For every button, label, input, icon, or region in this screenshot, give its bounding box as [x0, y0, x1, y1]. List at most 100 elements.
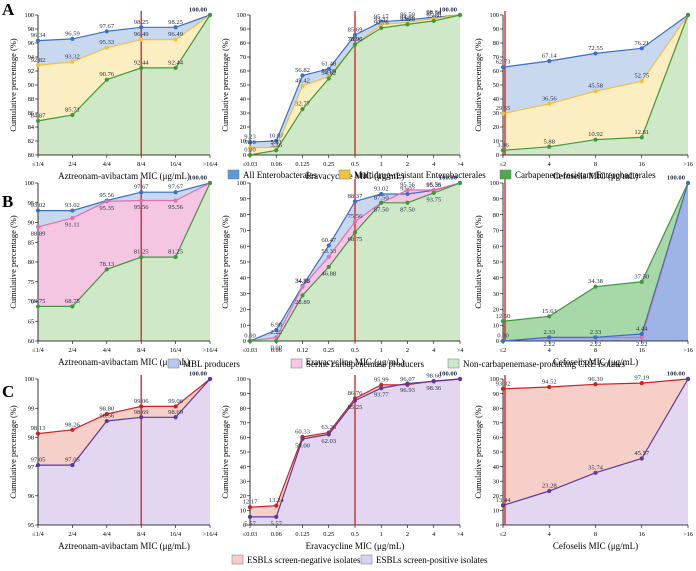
- data-point: [431, 190, 436, 195]
- data-point: [207, 12, 213, 18]
- data-point: [685, 180, 691, 186]
- data-label: 78.96: [348, 36, 364, 43]
- y-tick-label: 40: [240, 96, 246, 103]
- data-point: [379, 200, 384, 205]
- chart-c3: 0 10 20 30 40 50 60 70 80 90 100 ≤2 4 8 16 >16 Cefoselis…: [473, 371, 693, 552]
- data-point: [500, 338, 506, 344]
- legend-label: Serine carbapenemase producers: [306, 359, 424, 369]
- area-fill-2: [503, 15, 688, 151]
- data-label: 96.39: [588, 376, 604, 383]
- data-point: [274, 148, 279, 153]
- legend-label: MBL producers: [183, 359, 240, 369]
- y-tick-label: 88: [28, 96, 34, 103]
- chart-b3: 0 10 20 30 40 50 60 70 80 90 100 ≤2 4 8 16 >16 Cefoselis…: [473, 175, 693, 368]
- data-label: 93.32: [65, 53, 80, 60]
- y-tick-label: 65: [28, 318, 34, 325]
- data-label: 97.67: [99, 23, 115, 30]
- y-tick-label: 60: [240, 243, 246, 250]
- y-tick-label: 20: [493, 307, 499, 314]
- data-label: 34.88: [295, 277, 311, 284]
- x-tick-label: 8/4: [137, 347, 146, 354]
- y-tick-label: 96: [28, 493, 34, 500]
- x-tick-label: 4: [548, 161, 552, 168]
- data-label: 98.34: [426, 9, 442, 16]
- data-label: 93.02: [31, 202, 46, 209]
- data-label: 13.24: [269, 497, 285, 504]
- data-label: 13.44: [496, 497, 512, 504]
- data-point: [247, 152, 253, 158]
- data-label: 85.25: [348, 404, 364, 411]
- y-tick-label: 10: [493, 508, 499, 515]
- data-label: 5.88: [543, 138, 555, 145]
- data-label: 15.63: [542, 308, 558, 315]
- x-tick-label: 4/4: [103, 347, 112, 354]
- x-tick-label: 4/4: [103, 161, 112, 168]
- data-label: 10.92: [588, 131, 603, 138]
- data-label: 100.00: [189, 175, 208, 182]
- x-tick-label: 8: [594, 161, 597, 168]
- y-axis-title: Cumulative percentage (%): [8, 215, 18, 309]
- y-tick-label: 82: [28, 138, 34, 145]
- x-tick-label: ≤1/4: [32, 161, 44, 168]
- data-label: 9.23: [244, 134, 256, 141]
- y-tick-label: 99: [28, 405, 34, 412]
- data-label: 96.07: [400, 376, 416, 383]
- x-tick-label: ≤1/4: [32, 531, 44, 538]
- chart-b2: 0 10 20 30 40 50 60 70 80 90 100 ≤0.03 0.06 0.12 0.25 0…: [220, 175, 464, 368]
- data-point: [300, 293, 305, 298]
- data-label: 98.80: [99, 406, 115, 413]
- x-tick-label: 8: [594, 347, 597, 354]
- series-line-1: [37, 378, 211, 435]
- data-label: 88.37: [348, 193, 364, 200]
- chart-a1: 80 82 84 86 88 90 92 94 96 98 100 ≤1/4 2/4 4/4 8/4 16/4…: [8, 7, 218, 182]
- data-point: [247, 514, 253, 519]
- data-label: 29.55: [496, 105, 512, 112]
- y-tick-label: 90: [28, 82, 34, 89]
- data-label: 35.74: [588, 464, 604, 471]
- series-line-2: [38, 378, 211, 466]
- data-label: 95.56: [426, 182, 442, 189]
- data-point: [457, 180, 463, 186]
- series-line-3: [38, 182, 211, 307]
- series-line-2: [37, 182, 211, 228]
- legend-swatch: [167, 358, 180, 369]
- y-axis-title: Cumulative percentage (%): [220, 38, 230, 132]
- data-point: [547, 314, 552, 319]
- data-label: 56.82: [295, 67, 310, 74]
- area-fill-1: [38, 183, 210, 227]
- chart-c1: 95 96 97 98 99 100 ≤1/4 2/4 4/4 8/4 16/4 >16/4 Aztre…: [8, 371, 218, 552]
- data-label: 85.71: [65, 107, 80, 114]
- data-label: 3.36: [497, 142, 509, 149]
- y-tick-label: 30: [493, 478, 499, 485]
- y-tick-label: 20: [240, 307, 246, 314]
- data-label: 56.09: [321, 68, 337, 75]
- data-label: 100.00: [189, 7, 208, 14]
- data-point: [352, 398, 358, 403]
- data-point: [300, 73, 305, 78]
- data-point: [104, 411, 109, 417]
- data-label: 95.35: [426, 182, 442, 189]
- legend-swatch: [290, 358, 303, 369]
- legend-2: MBL producers Serine carbapenemase produc…: [167, 358, 625, 369]
- data-point: [379, 22, 384, 27]
- legends-group: All Enterobacterales Multidrug-resistant …: [167, 169, 656, 565]
- y-tick-label: 50: [240, 449, 246, 456]
- x-tick-label: 16: [639, 347, 645, 354]
- data-point: [207, 180, 213, 186]
- y-tick-label: 90: [240, 391, 246, 398]
- data-point: [431, 18, 436, 23]
- data-label: 99.06: [134, 398, 150, 405]
- data-label: 46.88: [321, 270, 337, 277]
- x-tick-label: ≤0.03: [243, 347, 257, 354]
- data-point: [326, 76, 331, 81]
- data-label: 98.13: [31, 425, 47, 432]
- data-label: 60.33: [295, 428, 311, 435]
- data-label: 2.22: [636, 341, 648, 348]
- y-axis-title: Cumulative percentage (%): [473, 405, 483, 499]
- x-tick-label: ≤2: [500, 161, 507, 168]
- data-label: 92.44: [134, 59, 150, 66]
- data-point: [326, 66, 331, 72]
- data-label: 36.56: [542, 95, 558, 102]
- x-tick-label: 4: [432, 531, 436, 538]
- data-point: [500, 111, 506, 116]
